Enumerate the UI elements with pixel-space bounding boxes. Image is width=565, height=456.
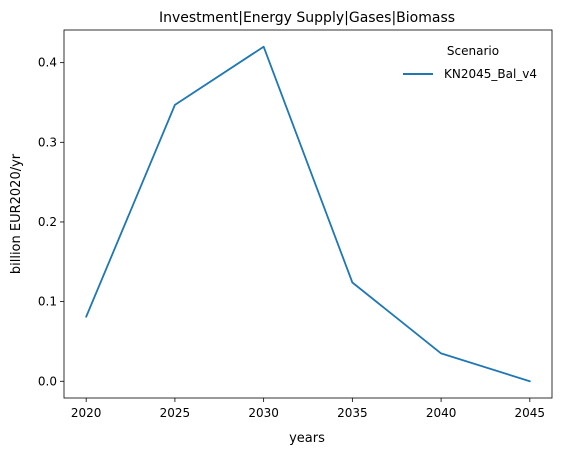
y-axis: 0.0 0.1 0.2 0.3 0.4 — [38, 56, 64, 388]
x-tick-label-2045: 2045 — [515, 406, 546, 420]
series-layer — [85, 45, 531, 383]
x-tick-label-2025: 2025 — [160, 406, 191, 420]
series-line-kn2045-bal-v4 — [85, 45, 531, 383]
y-tick-label-0-3: 0.3 — [38, 135, 57, 149]
y-tick-label-0-0: 0.0 — [38, 374, 57, 388]
plot-frame — [63, 29, 553, 399]
legend: Scenario KN2045_Bal_v4 — [403, 44, 537, 81]
x-tick-label-2020: 2020 — [71, 406, 102, 420]
x-tick-label-2035: 2035 — [337, 406, 368, 420]
x-axis-label: years — [289, 431, 325, 446]
y-tick-label-0-1: 0.1 — [38, 295, 57, 309]
y-tick-label-0-4: 0.4 — [38, 56, 57, 70]
chart-title: Investment|Energy Supply|Gases|Biomass — [159, 10, 455, 26]
x-axis: 2020 2025 2030 2035 2040 2045 — [71, 398, 545, 420]
legend-label-kn2045-bal-v4: KN2045_Bal_v4 — [444, 67, 537, 81]
x-tick-label-2040: 2040 — [426, 406, 457, 420]
x-tick-label-2030: 2030 — [248, 406, 279, 420]
y-tick-label-0-2: 0.2 — [38, 215, 57, 229]
y-axis-label: billion EUR2020/yr — [9, 153, 24, 274]
legend-title: Scenario — [447, 44, 499, 58]
